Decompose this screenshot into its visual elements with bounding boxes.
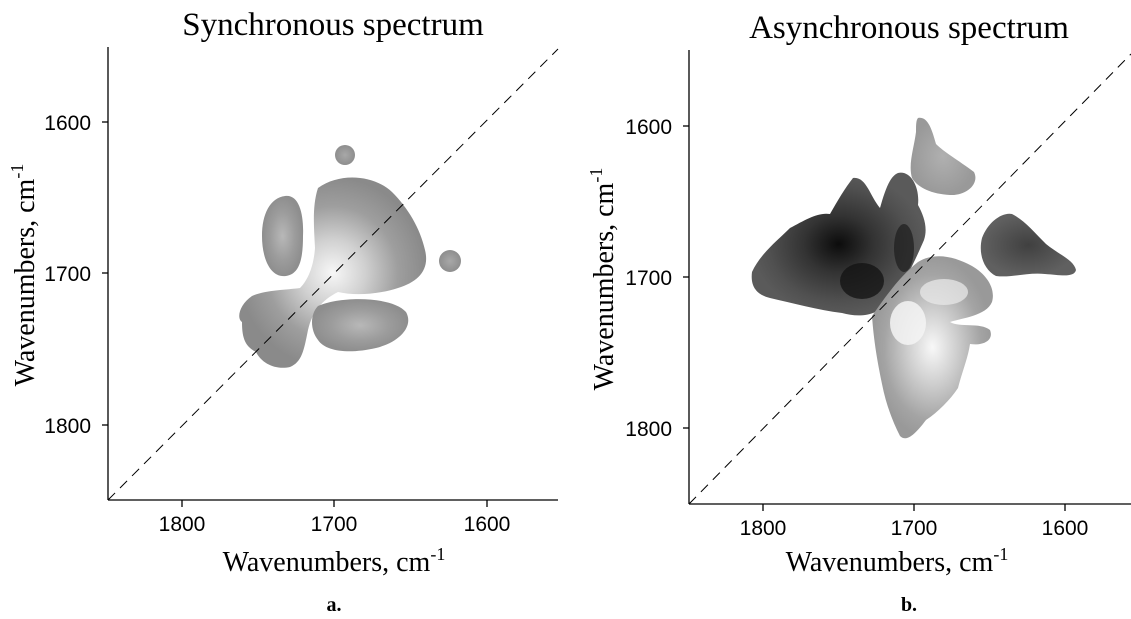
panel-synchronous: Synchronous spectrum 1600 1700 1800 xyxy=(7,7,559,616)
y-tick-label: 1700 xyxy=(44,263,91,286)
diagonal-line xyxy=(688,53,1131,505)
x-tick-label: 1800 xyxy=(159,513,206,536)
y-ticks xyxy=(102,121,108,426)
x-axis-label: Wavenumbers, cm-1 xyxy=(786,544,1009,578)
contour-positive-main xyxy=(872,256,993,439)
y-tick-label: 1600 xyxy=(625,116,672,139)
x-axis-label-sup: -1 xyxy=(430,544,445,564)
x-axis-label-text: Wavenumbers, cm xyxy=(786,547,994,578)
x-axis-label: Wavenumbers, cm-1 xyxy=(223,544,446,578)
chart-title: Asynchronous spectrum xyxy=(749,10,1069,46)
contour-positive-top xyxy=(910,117,976,196)
x-tick-label: 1700 xyxy=(311,513,358,536)
heatmap-contours xyxy=(239,145,461,368)
x-tick-label: 1700 xyxy=(891,517,938,540)
y-axis-label: Wavenumbers, cm-1 xyxy=(586,168,620,391)
y-tick-label: 1700 xyxy=(625,267,672,290)
diagonal-line xyxy=(107,48,559,501)
contour-main-peak xyxy=(239,177,427,368)
y-axis-label-sup: -1 xyxy=(586,168,606,183)
y-tick-label: 1800 xyxy=(44,415,91,438)
contour-right-dot xyxy=(439,250,461,272)
y-axis-label: Wavenumbers, cm-1 xyxy=(7,164,41,387)
x-tick-label: 1600 xyxy=(1042,517,1089,540)
y-tick-label: 1600 xyxy=(44,112,91,135)
x-axis-label-text: Wavenumbers, cm xyxy=(223,547,431,578)
y-axis-label-text: Wavenumbers, cm xyxy=(589,182,620,390)
contour-negative-right xyxy=(980,213,1076,277)
x-ticks xyxy=(181,500,488,507)
contour-lower-lobe xyxy=(312,299,409,352)
contour-left-lobe xyxy=(262,195,304,277)
contour-positive-core xyxy=(890,301,926,345)
x-tick-label: 1800 xyxy=(740,517,787,540)
y-tick-label: 1800 xyxy=(625,418,672,441)
contour-positive-core-2 xyxy=(920,279,968,305)
panel-asynchronous: Asynchronous spectrum xyxy=(586,10,1131,616)
chart-title: Synchronous spectrum xyxy=(182,7,484,43)
contour-negative-core-2 xyxy=(894,224,914,272)
panel-label: a. xyxy=(327,594,342,616)
x-tick-label: 1600 xyxy=(464,513,511,536)
y-ticks xyxy=(683,125,689,429)
x-axis-label-sup: -1 xyxy=(993,544,1008,564)
contour-negative-core xyxy=(840,263,884,299)
y-axis-label-text: Wavenumbers, cm xyxy=(10,178,41,386)
x-ticks xyxy=(762,504,1066,511)
contour-top-dot xyxy=(335,145,355,165)
y-axis-label-sup: -1 xyxy=(7,164,27,179)
panel-label: b. xyxy=(901,594,917,616)
heatmap-contours xyxy=(751,117,1076,439)
